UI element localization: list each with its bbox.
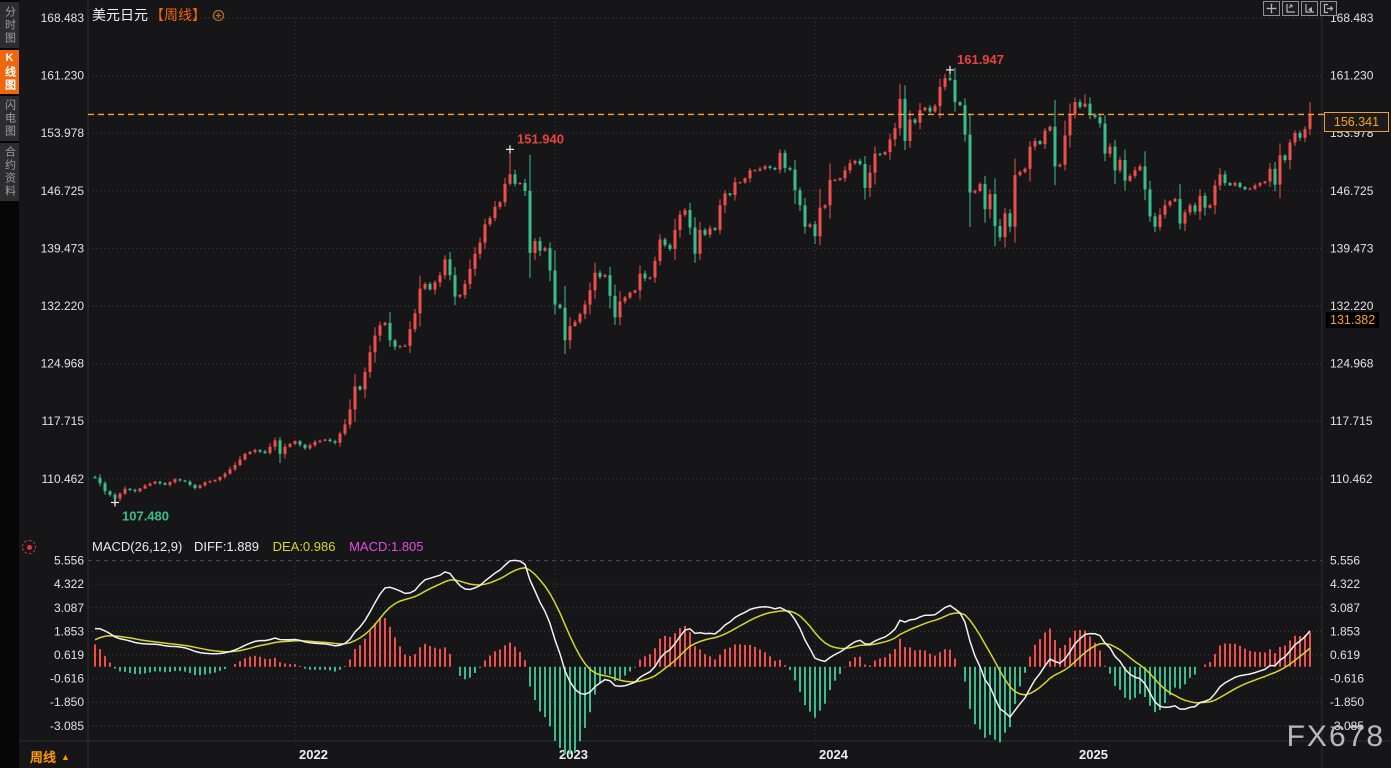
svg-text:139.473: 139.473 [1330, 241, 1374, 255]
svg-text:168.483: 168.483 [41, 11, 85, 25]
svg-text:5.556: 5.556 [54, 554, 84, 568]
svg-text:110.462: 110.462 [42, 472, 85, 486]
svg-text:124.968: 124.968 [1330, 357, 1374, 371]
svg-text:117.715: 117.715 [1330, 414, 1373, 428]
svg-text:168.483: 168.483 [1330, 11, 1374, 25]
svg-text:153.978: 153.978 [41, 126, 85, 140]
svg-text:2022: 2022 [299, 747, 328, 762]
svg-text:161.230: 161.230 [41, 69, 85, 83]
export-window-icon[interactable] [1320, 1, 1337, 16]
macd-dea-value: DEA:0.986 [272, 539, 336, 554]
svg-text:1.853: 1.853 [54, 624, 84, 638]
svg-text:146.725: 146.725 [1330, 184, 1374, 198]
secondary-price-tag: 131.382 [1326, 312, 1380, 328]
svg-text:-0.616: -0.616 [50, 672, 84, 686]
triangle-up-icon: ▲ [61, 751, 70, 762]
sidebar-tab-kline-chart[interactable]: K线图 [0, 50, 19, 94]
svg-text:146.725: 146.725 [41, 184, 85, 198]
svg-text:5.556: 5.556 [1330, 554, 1360, 568]
period-badge: 【周线】 [150, 7, 206, 23]
macd-header: MACD(26,12,9) DIFF:1.889 DEA:0.986 MACD:… [92, 539, 424, 554]
svg-text:4.322: 4.322 [54, 577, 84, 591]
svg-text:0.619: 0.619 [54, 648, 84, 662]
period-selector[interactable]: 周线 ▲ [30, 747, 70, 766]
svg-text:117.715: 117.715 [42, 414, 85, 428]
svg-text:0.619: 0.619 [1330, 648, 1360, 662]
axis-fit-icon[interactable] [1282, 1, 1299, 16]
svg-text:-1.850: -1.850 [50, 695, 84, 709]
chart-toolbar [1263, 1, 1337, 16]
chart-title: 美元日元 【周线】 [92, 5, 225, 25]
svg-text:3.087: 3.087 [54, 601, 84, 615]
svg-text:161.947: 161.947 [957, 52, 1004, 67]
macd-macd-value: MACD:1.805 [349, 539, 424, 554]
svg-text:2024: 2024 [819, 747, 849, 762]
svg-text:1.853: 1.853 [1330, 624, 1360, 638]
svg-text:139.473: 139.473 [41, 241, 85, 255]
svg-text:2025: 2025 [1079, 747, 1108, 762]
svg-text:3.087: 3.087 [1330, 601, 1360, 615]
crosshair-pan-icon[interactable] [1263, 1, 1280, 16]
sidebar-tab-flash-chart[interactable]: 闪电图 [0, 96, 19, 141]
axis-autoscroll-icon[interactable] [1301, 1, 1318, 16]
svg-text:110.462: 110.462 [1330, 472, 1373, 486]
svg-text:-3.085: -3.085 [50, 719, 84, 733]
indicator-settings-icon[interactable] [22, 540, 36, 554]
svg-text:4.322: 4.322 [1330, 577, 1360, 591]
svg-text:107.480: 107.480 [122, 508, 169, 523]
svg-text:151.940: 151.940 [517, 131, 564, 146]
macd-formula: MACD(26,12,9) [92, 539, 183, 554]
svg-text:2023: 2023 [559, 747, 588, 762]
period-selector-label: 周线 [30, 750, 57, 765]
chart-type-sidebar: 分时图 K线图 闪电图 合约资料 [0, 0, 19, 768]
svg-text:124.968: 124.968 [41, 357, 85, 371]
svg-text:-3.085: -3.085 [1330, 719, 1364, 733]
svg-text:-0.616: -0.616 [1330, 672, 1364, 686]
svg-text:132.220: 132.220 [41, 299, 85, 313]
svg-text:161.230: 161.230 [1330, 69, 1374, 83]
svg-text:132.220: 132.220 [1330, 299, 1374, 313]
svg-text:-1.850: -1.850 [1330, 695, 1364, 709]
current-price-tag: 156.341 [1324, 112, 1389, 132]
sidebar-tab-time-chart[interactable]: 分时图 [0, 2, 19, 48]
macd-diff-value: DIFF:1.889 [193, 539, 259, 554]
sidebar-tab-contract-info[interactable]: 合约资料 [0, 143, 19, 201]
symbol-name: 美元日元 [92, 7, 148, 23]
circle-plus-icon[interactable] [212, 9, 225, 22]
